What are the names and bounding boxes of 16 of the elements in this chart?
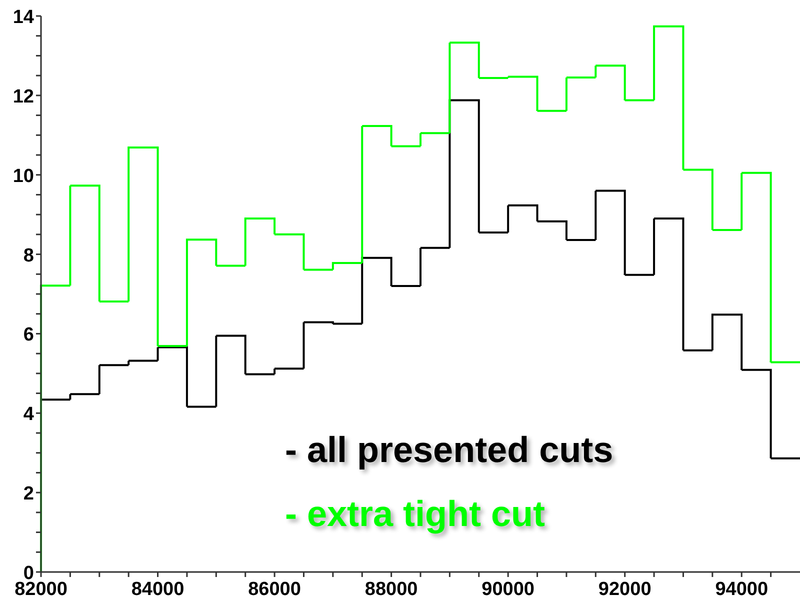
y-tick-label: 2 [23,484,34,505]
series-label: - extra tight cut [285,492,546,536]
x-tick-label: 82000 [14,579,68,600]
y-tick-label: 6 [23,324,34,346]
series-label: - all presented cuts [285,428,614,472]
x-tick-label: 84000 [131,579,184,600]
y-tick-label: 4 [23,404,34,426]
y-tick-label: 14 [12,7,34,28]
y-tick-label: 12 [12,86,34,108]
x-tick-label: 90000 [482,579,534,600]
y-tick-label: 8 [23,245,34,266]
x-tick-label: 94000 [715,579,768,600]
x-tick-label: 88000 [364,579,418,600]
x-tick-label: 92000 [598,579,652,600]
y-tick-label: 10 [12,166,34,187]
x-tick-label: 86000 [248,579,301,600]
